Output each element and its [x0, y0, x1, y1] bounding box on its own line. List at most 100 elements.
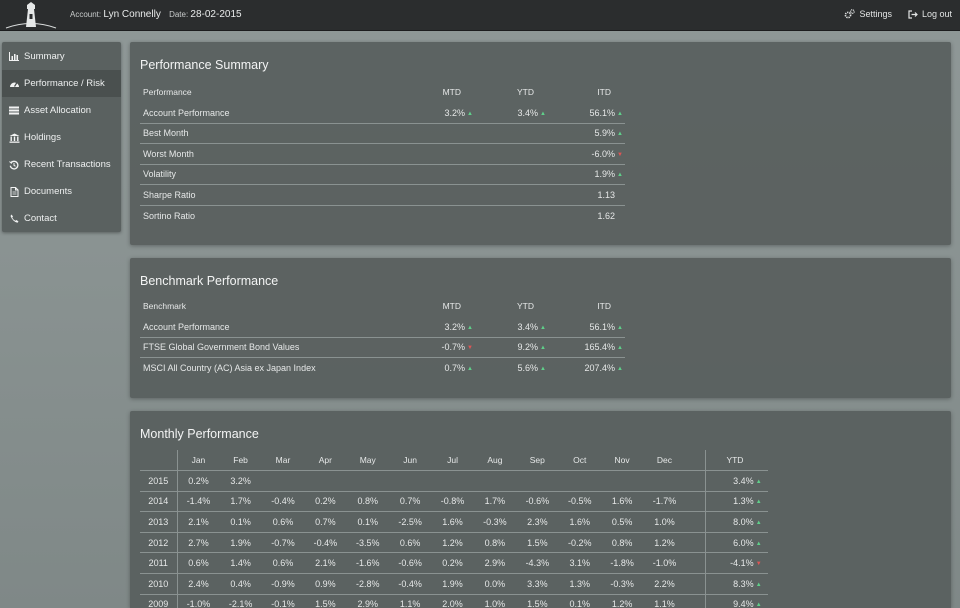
month-value-cell: 0.4%	[219, 573, 262, 595]
arrow-down-icon: ▼	[617, 151, 623, 158]
ytd-column-header: YTD	[705, 450, 768, 472]
sidebar-item-asset-allocation[interactable]: Asset Allocation	[2, 97, 121, 124]
month-value-cell: 0.6%	[261, 552, 305, 575]
year-cell: 2009	[140, 594, 178, 608]
month-value-cell: 1.0%	[473, 594, 517, 608]
ytd-cell: 9.2% ▲	[475, 337, 548, 358]
monthly-performance-panel: Monthly Performance Jan Feb Mar Apr May Jun Ju…	[130, 411, 951, 608]
settings-link[interactable]: Settings	[844, 9, 892, 19]
mtd-value: 3.2%	[444, 321, 465, 332]
row-label: Best Month	[140, 123, 400, 144]
arrow-up-icon: ▲	[755, 478, 762, 485]
lighthouse-logo-icon[interactable]	[4, 1, 58, 29]
month-value-cell: 3.1%	[558, 552, 601, 575]
month-value-cell: -0.7%	[261, 532, 305, 554]
month-column-header: Sep	[516, 450, 559, 472]
ytd-value: 5.6%	[517, 363, 538, 373]
month-value-cell: 2.1%	[304, 552, 347, 575]
itd-value: 1.62	[597, 210, 615, 221]
month-value-cell: 1.1%	[388, 594, 432, 608]
month-value-cell: -0.1%	[261, 594, 305, 608]
row-label: Worst Month	[140, 143, 400, 165]
sidebar-item-contact[interactable]: Contact	[2, 205, 121, 232]
month-value-cell: 0.1%	[558, 594, 601, 608]
ytd-cell	[475, 164, 548, 185]
column-header: ITD	[597, 301, 611, 312]
month-value-cell: 1.2%	[643, 532, 686, 554]
mtd-cell	[400, 123, 475, 144]
month-value-cell: 1.7%	[473, 491, 517, 513]
itd-cell: -6.0% ▼	[548, 143, 625, 165]
arrow-up-icon: ▲	[467, 110, 473, 117]
arrow-up-icon: ▲	[617, 110, 623, 117]
arrow-up-icon: ▲	[467, 324, 473, 331]
spacer-cell	[685, 552, 706, 575]
sidebar-item-summary[interactable]: Summary	[2, 43, 121, 70]
sidebar-item-performance-risk[interactable]: Performance / Risk	[2, 70, 121, 97]
ytd-value: 9.2%	[517, 342, 538, 353]
month-value-cell: -0.9%	[261, 573, 305, 595]
table-row: Account Performance 3.2% ▲ 3.4% ▲ 56.1% ▲	[140, 316, 625, 338]
month-value-cell: 1.5%	[516, 594, 559, 608]
month-value-cell: -2.1%	[219, 594, 262, 608]
table-header-row: Benchmark MTD YTD ITD	[140, 296, 625, 317]
month-column-header: Nov	[600, 450, 644, 472]
month-value-cell: 0.8%	[600, 532, 644, 554]
spacer-cell	[685, 470, 706, 492]
mtd-cell	[400, 184, 475, 206]
sidebar-nav: Summary Performance / Risk Asset Allocat…	[2, 42, 121, 232]
row-label: Account Performance	[140, 316, 400, 338]
month-value-cell: -0.5%	[558, 491, 601, 513]
month-value-cell: 1.5%	[516, 532, 559, 554]
sidebar-item-label: Summary	[24, 51, 65, 62]
itd-value: 5.9%	[594, 128, 615, 139]
month-value-cell: -0.4%	[388, 573, 432, 595]
month-value-cell: 1.0%	[643, 511, 686, 533]
itd-cell: 165.4% ▲	[548, 337, 625, 358]
itd-value: -6.0%	[591, 148, 615, 159]
sidebar-item-label: Recent Transactions	[24, 159, 111, 170]
year-cell: 2011	[140, 552, 178, 575]
sidebar-item-documents[interactable]: Documents	[2, 178, 121, 205]
itd-cell: 56.1% ▲	[548, 102, 625, 124]
ytd-cell: 3.4% ▲	[475, 316, 548, 338]
itd-value: 1.13	[597, 189, 615, 200]
row-label: Volatility	[140, 164, 400, 185]
month-column-header: Jan	[177, 450, 220, 472]
table-row: Sharpe Ratio 1.13	[140, 184, 625, 206]
arrow-up-icon: ▲	[755, 581, 762, 588]
account-info: Account: Lyn Connelly Date: 28-02-2015	[70, 9, 248, 20]
arrow-up-icon: ▲	[755, 520, 762, 527]
ytd-value: 3.4%	[733, 475, 754, 486]
month-value-cell: 2.3%	[516, 511, 559, 533]
itd-value: 56.1%	[589, 107, 615, 118]
table-row: FTSE Global Government Bond Values -0.7% ▼…	[140, 337, 625, 358]
month-value-cell	[431, 470, 474, 492]
sidebar-item-label: Documents	[24, 186, 73, 197]
itd-cell: 1.9% ▲	[548, 164, 625, 185]
mtd-value: -0.7%	[441, 342, 465, 353]
sidebar-item-recent-transactions[interactable]: Recent Transactions	[2, 151, 121, 178]
arrow-up-icon: ▲	[617, 172, 623, 179]
sidebar-item-label: Holdings	[24, 132, 61, 143]
month-value-cell	[643, 470, 686, 492]
month-value-cell: 0.0%	[473, 573, 517, 595]
month-column-header: Apr	[304, 450, 347, 472]
logout-link[interactable]: Log out	[908, 9, 952, 19]
table-row: 2012 2.7% 1.9% -0.7% -0.4% -3.5% 0.6% 1.2% 0.8% 1…	[140, 532, 768, 554]
spacer-cell	[685, 511, 706, 533]
month-value-cell	[558, 470, 601, 492]
month-value-cell: 1.3%	[558, 573, 601, 595]
month-value-cell: 0.5%	[600, 511, 644, 533]
itd-value: 1.9%	[594, 169, 615, 180]
month-value-cell: -0.2%	[558, 532, 601, 554]
month-column-header: Aug	[473, 450, 517, 472]
date-value: 28-02-2015	[190, 9, 242, 20]
month-value-cell: 0.8%	[473, 532, 517, 554]
mtd-cell: 3.2% ▲	[400, 316, 475, 338]
arrow-down-icon: ▼	[755, 561, 762, 568]
row-label: Sharpe Ratio	[140, 184, 400, 206]
sidebar-item-holdings[interactable]: Holdings	[2, 124, 121, 151]
arrow-up-icon: ▲	[540, 110, 546, 117]
arrow-up-icon: ▲	[540, 366, 546, 372]
